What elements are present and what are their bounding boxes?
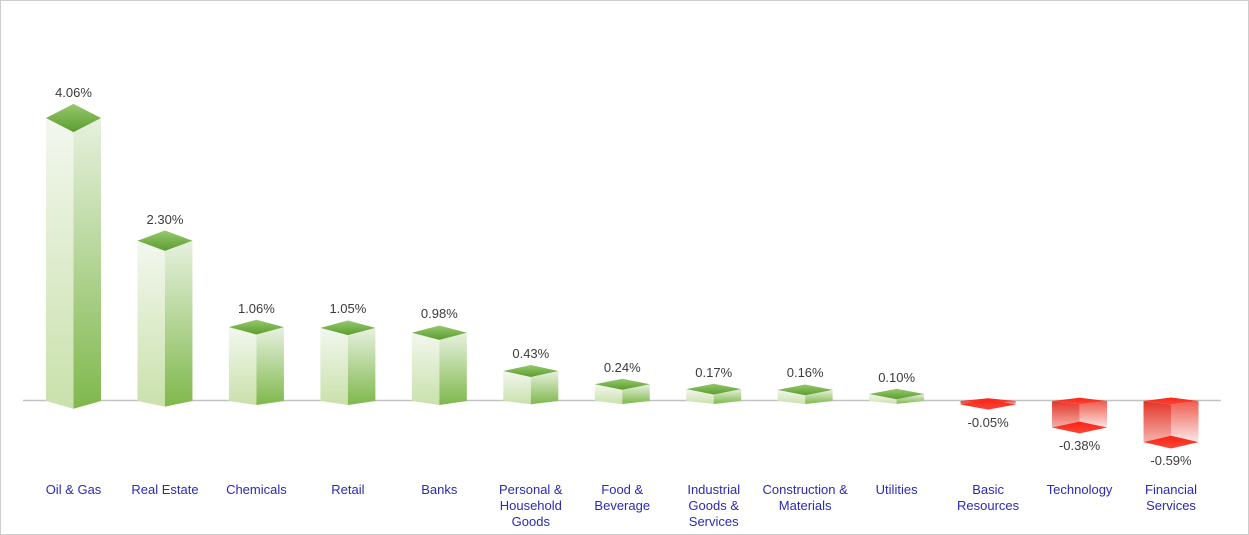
bar-top-cap [137, 230, 193, 251]
value-label: 0.24% [603, 359, 641, 375]
category-label: Technology [1046, 482, 1113, 497]
category-label: Banks [421, 482, 458, 497]
category-label: Food & Beverage [594, 482, 651, 513]
bar-real-estate[interactable] [137, 230, 193, 407]
bar-right-face [1171, 401, 1199, 446]
bar-top-edge [1143, 397, 1199, 405]
bar-right-face [622, 384, 650, 405]
bar-top-cap [686, 383, 742, 395]
bar-food-and-beverage[interactable] [594, 378, 650, 405]
bar-right-face [530, 371, 559, 405]
bar-right-face [439, 332, 467, 405]
bar-top-cap [320, 320, 376, 336]
value-label: 0.98% [420, 306, 458, 322]
bar-right-face [713, 389, 742, 404]
bar-bottom-cap [1143, 435, 1199, 449]
category-label: Construction & Materials [762, 482, 848, 513]
bar-bottom-cap [1052, 421, 1108, 434]
category-label: Chemicals [226, 482, 287, 497]
category-label: Basic Resources [957, 482, 1020, 513]
bar-left-face [320, 327, 348, 406]
bar-left-face [686, 389, 714, 404]
bar-left-face [1143, 401, 1172, 446]
category-label: Personal & Household Goods [499, 482, 563, 529]
bar-utilities[interactable] [869, 388, 925, 404]
bar-basic-resources[interactable] [960, 398, 1016, 410]
bar-left-face [137, 240, 165, 407]
value-label: -0.05% [967, 414, 1009, 430]
bar-right-face [896, 394, 925, 404]
bar-top-cap [869, 388, 925, 400]
bar-personal-and-household-goods[interactable] [503, 365, 559, 405]
bar-left-face [594, 384, 623, 405]
value-label: 0.16% [786, 365, 824, 381]
bar-right-face [164, 240, 193, 407]
bar-right-face [347, 327, 376, 406]
bar-top-edge [1052, 397, 1108, 405]
value-label: 1.05% [329, 301, 367, 317]
bar-financial-services[interactable] [1143, 397, 1199, 449]
bar-bottom-cap [960, 399, 1016, 410]
category-label: Retail [331, 482, 365, 497]
bar-oil-and-gas[interactable] [46, 103, 101, 409]
value-label: 1.06% [237, 300, 275, 316]
bar-left-face [228, 327, 257, 406]
bar-left-face [777, 389, 806, 404]
bar-top-cap [228, 319, 284, 335]
bar-construction-and-materials[interactable] [777, 384, 833, 404]
value-label: -0.59% [1150, 453, 1192, 469]
category-label: Financial Services [1145, 482, 1198, 513]
value-label: 0.17% [695, 364, 733, 380]
value-label: 0.10% [878, 369, 916, 385]
category-label: Industrial Goods & Services [687, 482, 741, 529]
bar-top-cap [503, 365, 559, 377]
bar-top-cap [594, 378, 650, 390]
bar-left-face [411, 332, 440, 405]
bar-left-face [46, 118, 74, 409]
value-label: 4.06% [55, 84, 92, 100]
category-label: Utilities [875, 482, 918, 497]
value-label: -0.38% [1058, 438, 1101, 454]
bar-banks[interactable] [411, 325, 467, 405]
bar-top-cap [777, 384, 833, 396]
value-label: 2.30% [146, 211, 184, 227]
bar-right-face [73, 118, 101, 409]
bar-right-face [256, 327, 284, 406]
category-label: Oil & Gas [45, 482, 102, 497]
bar-industrial-goods-and-services[interactable] [686, 383, 742, 404]
bar-chemicals[interactable] [228, 319, 284, 406]
bar-left-face [503, 371, 531, 405]
bar-retail[interactable] [320, 320, 376, 406]
category-label: Real Estate [131, 482, 199, 497]
bar-technology[interactable] [1052, 397, 1108, 434]
bar-right-face [805, 389, 833, 404]
bar-top-cap [46, 103, 101, 133]
bar-left-face [869, 394, 897, 404]
bar-top-cap [411, 325, 467, 340]
value-label: 0.43% [512, 346, 550, 362]
